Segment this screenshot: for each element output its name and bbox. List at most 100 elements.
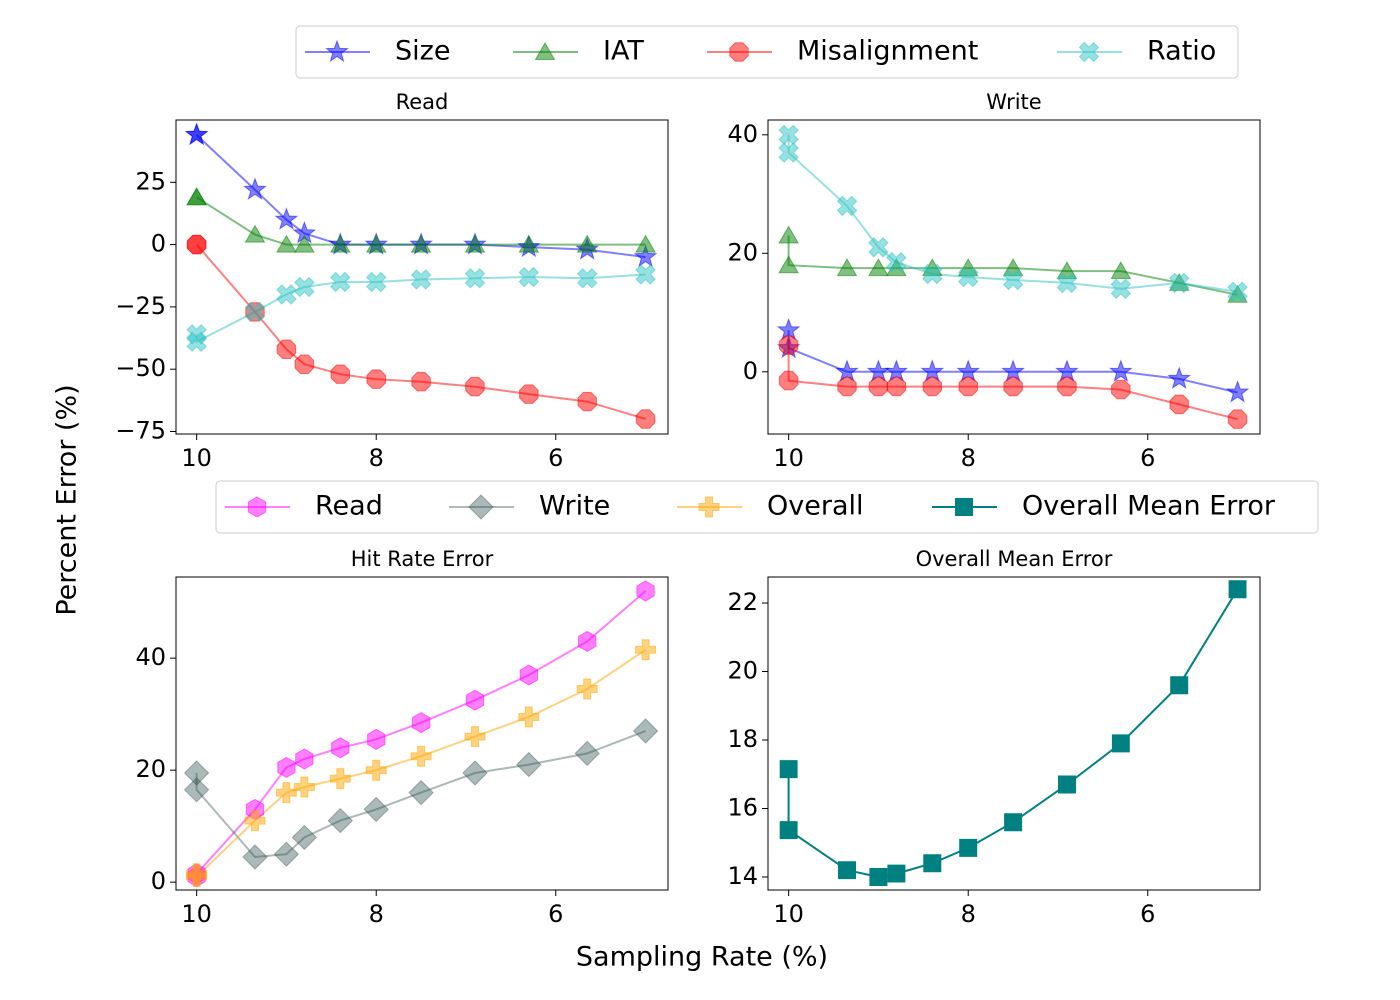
y-tick-label: 0 xyxy=(151,867,166,895)
marker xyxy=(633,244,658,268)
marker xyxy=(632,718,659,744)
marker xyxy=(868,237,889,258)
x-tick-label: 8 xyxy=(369,900,384,928)
marker xyxy=(295,748,314,770)
x-tick-label: 8 xyxy=(961,900,976,928)
legend-marker xyxy=(955,498,973,516)
marker xyxy=(778,370,799,391)
subplot-title: Write xyxy=(986,90,1041,114)
y-tick-label: 40 xyxy=(727,120,758,148)
marker xyxy=(367,728,386,750)
marker xyxy=(411,371,431,392)
marker xyxy=(186,234,207,255)
marker xyxy=(1111,379,1131,400)
marker xyxy=(779,760,798,779)
series-line xyxy=(787,588,1239,879)
marker xyxy=(293,776,315,798)
marker xyxy=(244,301,266,323)
x-tick-label: 6 xyxy=(1140,900,1155,928)
marker xyxy=(243,177,267,200)
marker xyxy=(920,359,945,382)
x-axis-label: Sampling Rate (%) xyxy=(576,942,828,973)
marker xyxy=(518,706,540,728)
marker xyxy=(1055,359,1079,382)
marker xyxy=(184,122,209,146)
marker xyxy=(465,376,485,397)
marker xyxy=(519,664,538,686)
marker xyxy=(868,376,889,397)
subplot-title: Overall Mean Error xyxy=(916,547,1113,571)
marker xyxy=(464,726,486,748)
marker xyxy=(464,267,486,289)
series-line xyxy=(787,235,1238,296)
marker xyxy=(1111,734,1130,753)
x-tick-label: 6 xyxy=(548,444,563,472)
marker xyxy=(330,271,351,293)
marker xyxy=(518,266,540,288)
y-tick-label: 40 xyxy=(135,643,166,671)
subplot-title: Read xyxy=(396,90,449,114)
x-tick-label: 6 xyxy=(1140,444,1155,472)
marker xyxy=(331,737,350,759)
marker xyxy=(1227,409,1248,429)
marker xyxy=(776,317,801,341)
y-tick-label: 22 xyxy=(727,588,758,616)
marker xyxy=(923,854,942,873)
y-tick-label: 16 xyxy=(727,793,758,821)
marker xyxy=(410,269,432,290)
series-line xyxy=(787,330,1238,394)
marker xyxy=(837,376,857,397)
marker xyxy=(635,639,657,661)
y-tick-label: 0 xyxy=(743,357,758,385)
marker xyxy=(868,258,889,277)
marker xyxy=(1168,272,1190,294)
x-tick-label: 8 xyxy=(369,444,384,472)
x-tick-label: 6 xyxy=(548,900,563,928)
marker xyxy=(635,234,656,253)
y-tick-label: 18 xyxy=(727,725,758,753)
marker xyxy=(1004,813,1023,832)
marker xyxy=(294,234,315,253)
marker xyxy=(465,689,485,711)
marker xyxy=(778,225,800,244)
x-tick-label: 8 xyxy=(961,444,976,472)
marker xyxy=(778,255,800,274)
subplot-title: Hit Rate Error xyxy=(351,547,494,571)
marker xyxy=(186,866,208,888)
marker xyxy=(330,364,350,384)
plot-frame xyxy=(175,119,669,435)
legend-marker xyxy=(325,39,349,63)
legend-marker xyxy=(468,494,494,520)
marker xyxy=(327,807,354,834)
marker xyxy=(635,409,656,429)
legend-marker xyxy=(247,496,267,518)
marker xyxy=(183,760,210,786)
marker xyxy=(957,266,979,288)
marker xyxy=(275,782,297,804)
marker xyxy=(242,844,268,870)
marker xyxy=(1225,380,1250,403)
legend-marker xyxy=(729,42,749,62)
series-line xyxy=(787,134,1238,293)
y-tick-label: 20 xyxy=(727,657,758,685)
marker xyxy=(869,868,888,886)
marker xyxy=(183,777,210,803)
legend-label: IAT xyxy=(603,36,644,67)
legend-marker xyxy=(698,496,720,518)
y-tick-label: 25 xyxy=(135,167,166,195)
marker xyxy=(1003,376,1023,397)
marker xyxy=(886,251,907,273)
marker xyxy=(363,796,389,823)
marker xyxy=(576,267,598,289)
legend-label: Overall xyxy=(767,491,864,522)
marker xyxy=(884,359,909,382)
marker xyxy=(1057,376,1077,397)
y-tick-label: 14 xyxy=(727,862,758,890)
marker xyxy=(922,376,942,397)
marker xyxy=(408,779,434,806)
marker xyxy=(1110,261,1132,280)
marker xyxy=(294,276,315,298)
series-line xyxy=(195,730,646,859)
marker xyxy=(636,580,655,602)
legend-marker xyxy=(534,41,556,60)
